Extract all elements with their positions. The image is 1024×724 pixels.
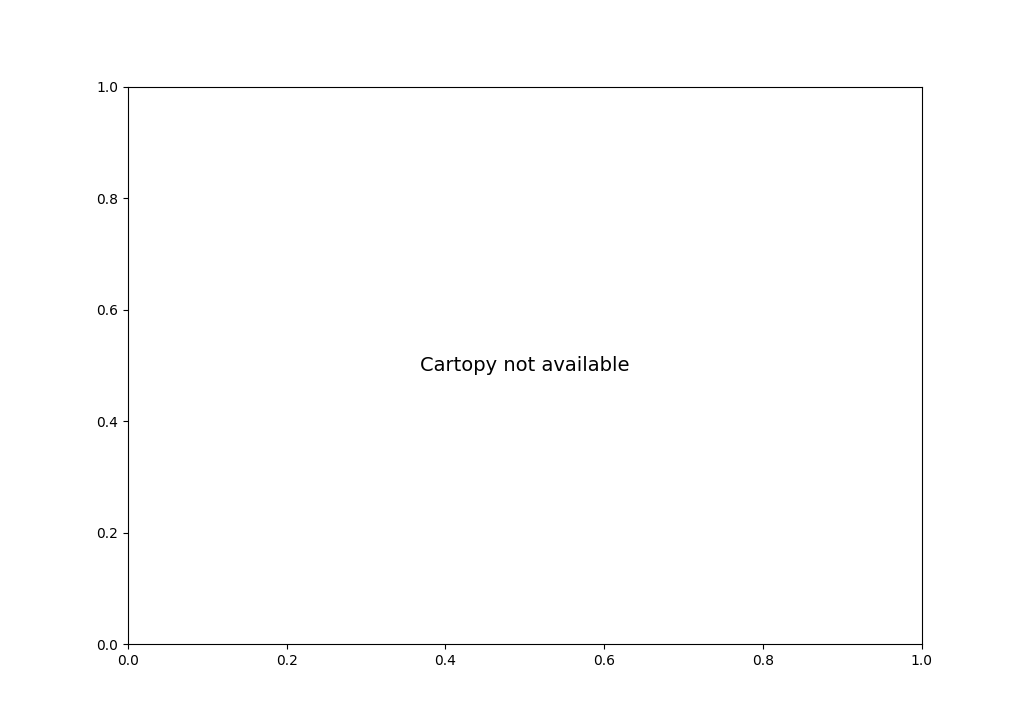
Text: Cartopy not available: Cartopy not available xyxy=(420,356,630,375)
